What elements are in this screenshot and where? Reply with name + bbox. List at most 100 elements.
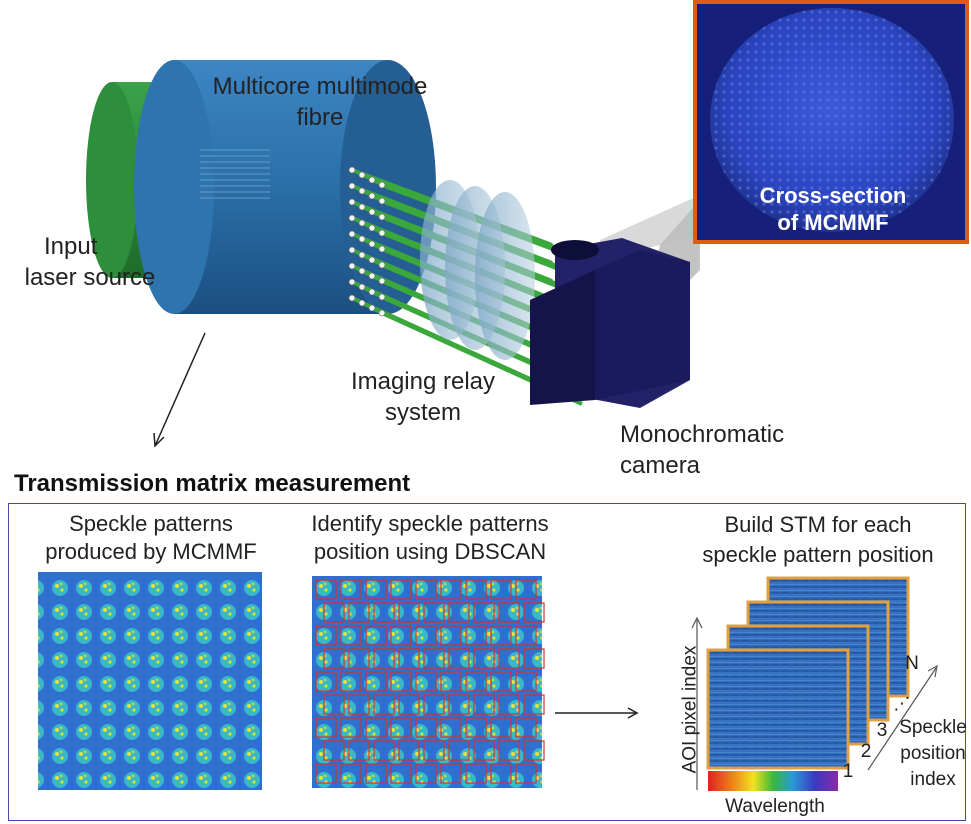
laser-label-line1: Input (44, 233, 98, 260)
speckle-bounding-box (365, 625, 387, 646)
speckle-bounding-box (365, 717, 387, 738)
speckle-bounding-box (423, 740, 445, 761)
speckle-bounding-box (423, 602, 445, 623)
section-title: Transmission matrix measurement (14, 470, 411, 497)
camera-label-line2: camera (620, 452, 701, 479)
speckle-bounding-box (498, 602, 520, 623)
speckle-bounding-box (348, 602, 370, 623)
speckle-bounding-box (415, 717, 437, 738)
position-axis-label-line1: Speckle (899, 717, 967, 738)
fibre-core-end (368, 208, 376, 216)
speckle-bounding-box (398, 694, 420, 715)
speckle-bounding-box (515, 671, 537, 692)
speckle-bounding-box (348, 648, 370, 669)
fibre-core-end (378, 261, 386, 269)
dbscan-image (312, 576, 545, 788)
speckle-bounding-box (523, 648, 545, 669)
wavelength-label: Wavelength (725, 796, 825, 817)
cross-section-caption-line2: of MCMMF (777, 210, 889, 235)
measurement-panel (8, 503, 966, 821)
fibre-core-end (358, 299, 366, 307)
fibre-core-end (348, 294, 356, 302)
speckle-bounding-box (398, 602, 420, 623)
speckle-bounding-box (473, 648, 495, 669)
fibre-core-end (378, 181, 386, 189)
speckle-bounding-box (373, 602, 395, 623)
fibre-core-end (358, 187, 366, 195)
fibre-core-end (348, 230, 356, 238)
speckle-image (38, 572, 262, 790)
speckle-bounding-box (515, 717, 537, 738)
camera-label: Monochromatic camera (620, 419, 860, 481)
speckle-bounding-box (323, 602, 345, 623)
cross-section-inset (693, 0, 969, 244)
fibre-core-end (368, 224, 376, 232)
dbscan-caption-line1: Identify speckle patterns (311, 511, 549, 536)
position-axis-arrow (867, 667, 937, 771)
fibre-label-line2: fibre (296, 104, 344, 131)
speckle-bounding-box (515, 763, 537, 784)
fibre-core-end (368, 192, 376, 200)
speckle-bounding-box (448, 648, 470, 669)
fibre-core-end (348, 246, 356, 254)
fibre-core-end (368, 256, 376, 264)
speckle-bounding-box (340, 625, 362, 646)
fibre-core-end (378, 309, 386, 317)
camera (530, 238, 690, 408)
fibre-core-end (348, 278, 356, 286)
relay-label-line1: Imaging relay (350, 368, 496, 395)
fibre-core-end (358, 171, 366, 179)
fibre-core-end (378, 229, 386, 237)
speckle-bounding-box (473, 602, 495, 623)
down-arrow (154, 332, 206, 447)
speckle-bounding-box (490, 625, 512, 646)
fibre-core-end (368, 176, 376, 184)
speckle-bounding-box (448, 740, 470, 761)
fibre-core-end (378, 197, 386, 205)
cross-section-caption-line1: Cross-section (759, 183, 907, 208)
aoi-axis-label: AOI pixel index (679, 645, 701, 774)
speckle-bounding-box (373, 694, 395, 715)
speckle-bounding-box (523, 740, 545, 761)
speckle-bounding-box (498, 740, 520, 761)
fibre-core-end (348, 182, 356, 190)
stm-caption-line1: Build STM for each (724, 512, 912, 537)
speckle-bounding-box (315, 671, 337, 692)
speckle-bounding-box (423, 694, 445, 715)
stm-stack (706, 576, 910, 770)
fibre-core-end (368, 240, 376, 248)
speckle-bounding-box (340, 763, 362, 784)
fibre-core-end (358, 235, 366, 243)
speckle-bounding-box (490, 671, 512, 692)
speckle-bounding-box (340, 579, 362, 600)
fibre-core-end (378, 293, 386, 301)
speckle-bounding-box (390, 763, 412, 784)
relay-label: Imaging relay system (318, 366, 528, 428)
speckle-bounding-box (498, 648, 520, 669)
speckle-bounding-box (465, 717, 487, 738)
speckle-bounding-box (365, 579, 387, 600)
speckle-bounding-box (348, 694, 370, 715)
speckle-bounding-box (415, 625, 437, 646)
speckle-bounding-box (523, 694, 545, 715)
speckle-bounding-box (315, 717, 337, 738)
speckle-bounding-box (390, 625, 412, 646)
speckle-bounding-box (415, 763, 437, 784)
speckle-bounding-box (515, 579, 537, 600)
position-axis-label: Speckle position index (896, 715, 970, 793)
speckle-bounding-box (440, 625, 462, 646)
speckle-caption-line2: produced by MCMMF (45, 539, 257, 564)
speckle-bounding-box (465, 671, 487, 692)
dbscan-caption: Identify speckle patterns position using… (290, 510, 570, 566)
fibre-core-end (358, 283, 366, 291)
speckle-bounding-box (473, 740, 495, 761)
speckle-bounding-box (415, 671, 437, 692)
speckle-bounding-box (448, 694, 470, 715)
stm-index-3: 3 (876, 720, 888, 741)
fibre-core-end (358, 203, 366, 211)
fibre-core-end (348, 198, 356, 206)
speckle-caption: Speckle patterns produced by MCMMF (20, 510, 282, 566)
fibre-label-line1: Multicore multimode (212, 73, 428, 100)
speckle-bounding-box (415, 579, 437, 600)
